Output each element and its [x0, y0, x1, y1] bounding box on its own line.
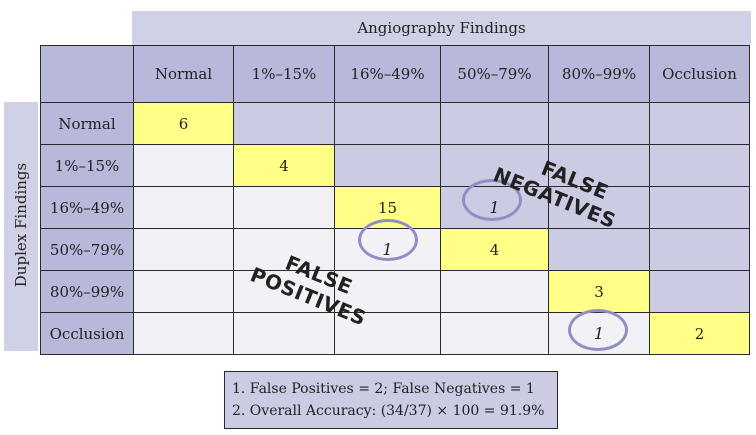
diagonal-cell: 2 [649, 312, 750, 355]
cell [334, 270, 441, 313]
confusion-matrix: Normal 1%–15% 16%–49% 50%–79% 80%–99% Oc… [40, 45, 750, 355]
angiography-label: Angiography Findings [357, 19, 526, 37]
cell [440, 144, 549, 187]
corner-cell [40, 45, 134, 103]
diagonal-cell: 4 [440, 228, 549, 271]
cell [649, 144, 750, 187]
cell [548, 102, 650, 145]
cell [440, 312, 549, 355]
cell [334, 144, 441, 187]
column-header: 1%–15% [233, 45, 335, 103]
diagonal-cell: 6 [133, 102, 234, 145]
cell [233, 270, 335, 313]
column-header: 16%–49% [334, 45, 441, 103]
cell [233, 186, 335, 229]
table-row: 80%–99% 3 [40, 270, 750, 313]
cell [649, 228, 750, 271]
cell [649, 186, 750, 229]
cell [233, 102, 335, 145]
duplex-label: Duplex Findings [12, 162, 30, 288]
header-row: Normal 1%–15% 16%–49% 50%–79% 80%–99% Oc… [40, 45, 750, 103]
cell [649, 102, 750, 145]
occlusion-circle [568, 309, 628, 351]
diagonal-cell: 3 [548, 270, 650, 313]
duplex-side-band [4, 102, 38, 351]
cell [334, 102, 441, 145]
column-header: 80%–99% [548, 45, 650, 103]
table-row: 1%–15% 4 [40, 144, 750, 187]
column-header: Occlusion [649, 45, 750, 103]
column-header: Normal [133, 45, 234, 103]
cell [548, 186, 650, 229]
cell [133, 228, 234, 271]
table-row: Normal 6 [40, 102, 750, 145]
cell [133, 144, 234, 187]
summary-line: 1. False Positives = 2; False Negatives … [232, 381, 535, 397]
cell [133, 186, 234, 229]
false-negative-circle [462, 179, 522, 221]
cell [133, 270, 234, 313]
row-header: 1%–15% [40, 144, 134, 187]
cell [440, 270, 549, 313]
row-header: Occlusion [40, 312, 134, 355]
row-header: Normal [40, 102, 134, 145]
column-header: 50%–79% [440, 45, 549, 103]
summary-line: 2. Overall Accuracy: (34/37) × 100 = 91.… [232, 403, 545, 419]
summary-box: 1. False Positives = 2; False Negatives … [224, 371, 558, 429]
table-row: 50%–79% 1 4 [40, 228, 750, 271]
row-header: 80%–99% [40, 270, 134, 313]
row-header: 50%–79% [40, 228, 134, 271]
cell [548, 228, 650, 271]
cell [649, 270, 750, 313]
cell [334, 312, 441, 355]
table-row: 16%–49% 15 1 [40, 186, 750, 229]
cell [133, 312, 234, 355]
diagonal-cell: 4 [233, 144, 335, 187]
row-header: 16%–49% [40, 186, 134, 229]
cell [233, 228, 335, 271]
cell [440, 102, 549, 145]
table-row: Occlusion 1 2 [40, 312, 750, 355]
cell [233, 312, 335, 355]
angiography-header: Angiography Findings [132, 11, 751, 45]
false-positive-circle [358, 219, 418, 261]
